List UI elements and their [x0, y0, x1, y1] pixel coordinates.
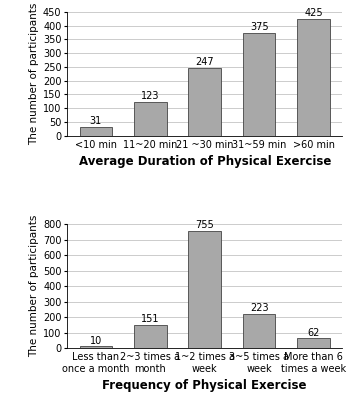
Y-axis label: The number of participants: The number of participants — [29, 215, 39, 358]
X-axis label: Frequency of Physical Exercise: Frequency of Physical Exercise — [102, 379, 307, 392]
Text: 62: 62 — [307, 328, 320, 338]
Y-axis label: The number of participants: The number of participants — [29, 2, 39, 145]
Bar — [189, 232, 221, 348]
Bar — [79, 346, 112, 348]
Bar — [134, 325, 167, 348]
Text: 123: 123 — [141, 91, 160, 101]
Text: 31: 31 — [90, 116, 102, 126]
Text: 151: 151 — [141, 314, 160, 324]
Bar — [134, 102, 167, 136]
Bar — [243, 32, 275, 136]
Text: 10: 10 — [90, 336, 102, 346]
X-axis label: Average Duration of Physical Exercise: Average Duration of Physical Exercise — [79, 155, 331, 168]
Bar — [243, 314, 275, 348]
Text: 375: 375 — [250, 22, 269, 32]
Bar — [189, 68, 221, 136]
Text: 223: 223 — [250, 303, 269, 313]
Text: 425: 425 — [304, 8, 323, 18]
Bar — [79, 127, 112, 136]
Bar — [297, 19, 330, 136]
Bar — [297, 338, 330, 348]
Text: 247: 247 — [196, 57, 214, 67]
Text: 755: 755 — [195, 220, 214, 230]
